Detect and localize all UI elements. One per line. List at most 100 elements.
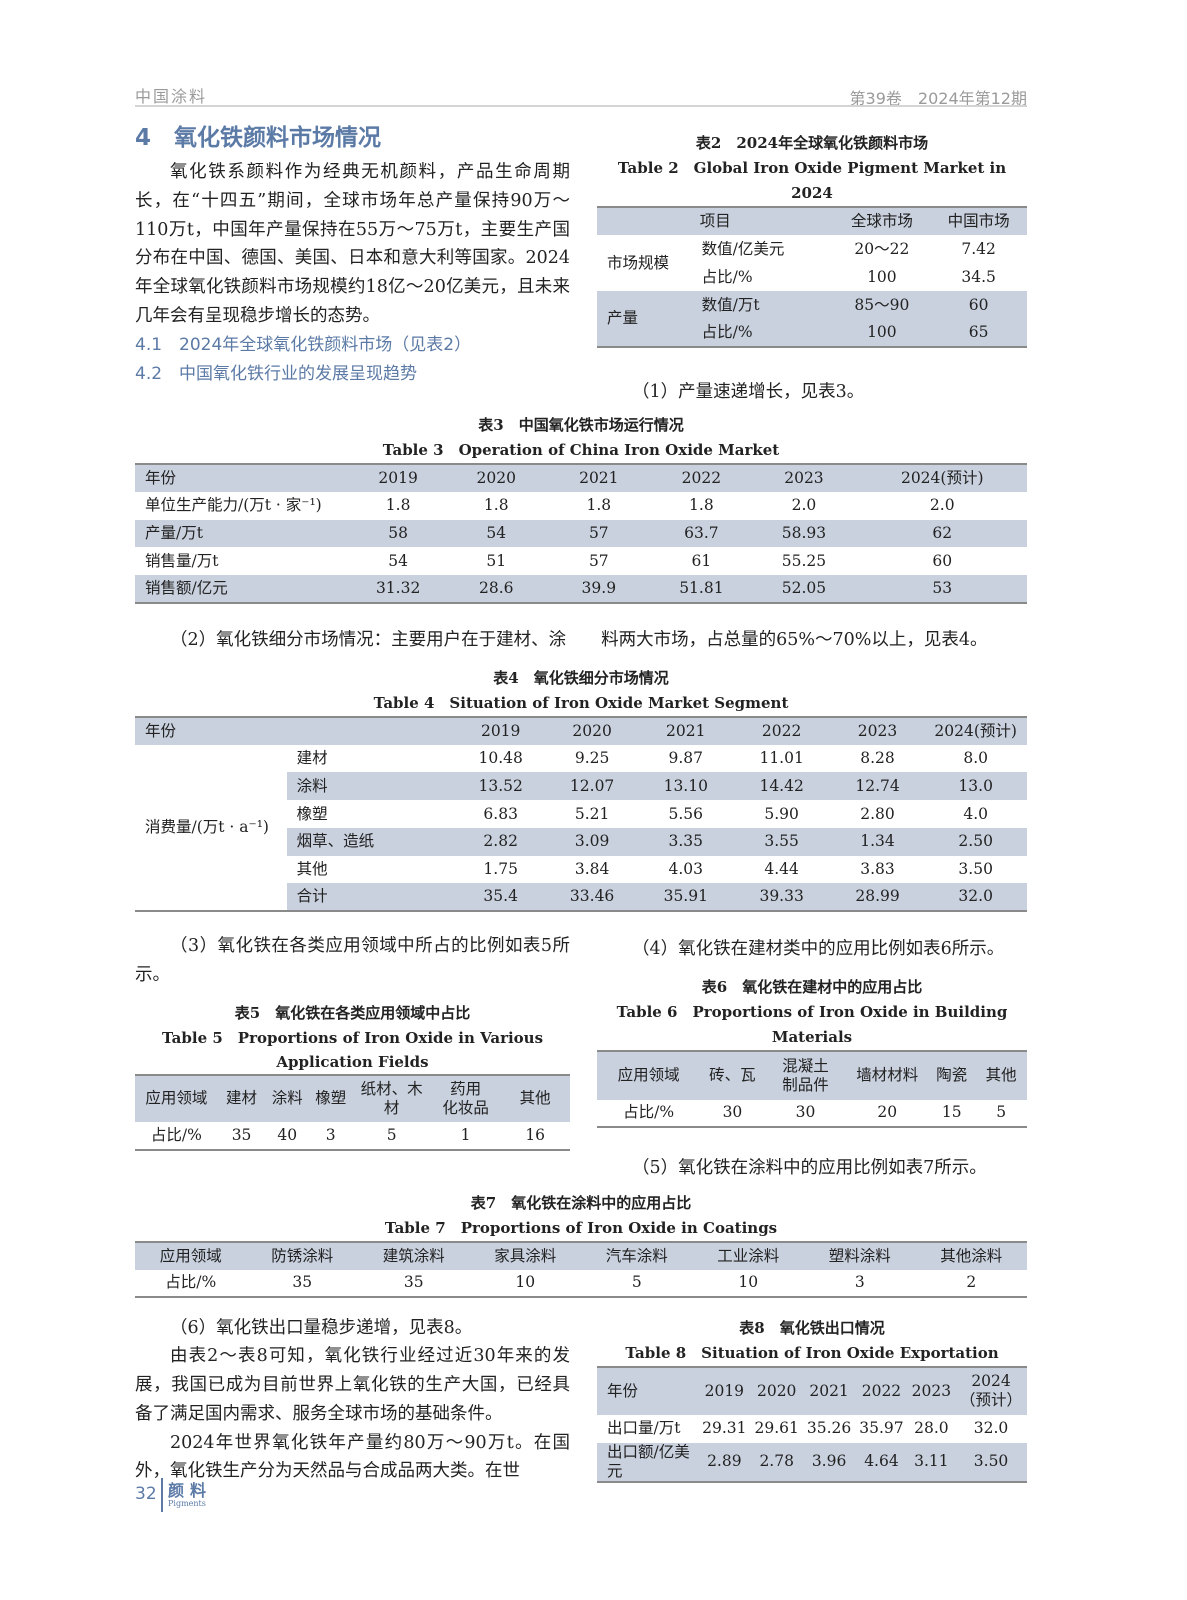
column-header: 2019: [480, 721, 521, 740]
table-cell: 60: [932, 551, 953, 570]
subheading-4-1: 4.1 2024年全球氧化铁颜料市场（见表2）: [135, 334, 472, 355]
table-row: 烟草、造纸 2.82 3.09 3.35 3.55 1.34 2.50: [135, 827, 1027, 856]
column-header: 2024 （预计）: [960, 1372, 1023, 1409]
table-cell: 单位生产能力/(万t · 家⁻¹): [145, 496, 322, 515]
table-row: 涂料 13.52 12.07 13.10 14.42 12.74 13.0: [135, 772, 1027, 801]
table-cell: 30: [795, 1103, 816, 1122]
table-8: 年份 2019 2020 2021 2022 2023 2024 （预计） 出口量/万t 29.…: [597, 1365, 1027, 1483]
table-cell: 4.64: [864, 1452, 899, 1470]
column-header: 2020: [572, 721, 612, 740]
table-cell: 63.7: [684, 523, 719, 542]
paragraph-2: （2）氧化铁细分市场情况：主要用户在于建材、涂 料两大市场，占总量的65%～70…: [170, 629, 988, 650]
column-header: 2022: [681, 468, 722, 487]
journal-name: 中国涂料: [135, 87, 208, 106]
table-cell: 40: [277, 1125, 298, 1144]
table3-caption-cn: 表3 中国氧化铁市场运行情况: [478, 415, 684, 434]
column-header: [287, 717, 456, 745]
intro-block: 4 氧化铁颜料市场情况 氧化铁系颜料作为经典无机颜料，产品生命周期长，在“十四五…: [135, 122, 1027, 407]
table-row: 占比/% 30 30 20 15 5: [597, 1100, 1027, 1127]
column-header: 汽车涂料: [605, 1246, 668, 1265]
column-header: 应用领域: [617, 1066, 680, 1085]
table-cell: 10.48: [478, 749, 523, 768]
table-cell: 9.87: [668, 749, 704, 768]
column-header: 2023: [911, 1381, 952, 1400]
table-cell: 10: [515, 1273, 536, 1291]
table-cell: 100: [867, 323, 897, 341]
column-header: 年份: [145, 468, 177, 487]
table-cell: 涂料: [286, 772, 457, 801]
table-cell: 1.8: [483, 496, 509, 515]
table-cell: 3.96: [811, 1452, 847, 1470]
article-body: 4 氧化铁颜料市场情况 氧化铁系颜料作为经典无机颜料，产品生命周期长，在“十四五…: [135, 122, 1027, 1486]
table-cell: 1.34: [830, 827, 925, 856]
table-cell: 35.26: [806, 1419, 852, 1437]
table-cell: 销售额/亿元: [145, 579, 228, 598]
column-header: 陶瓷: [936, 1066, 968, 1085]
table-row: 合计 35.4 33.46 35.91 39.33 28.99 32.0: [135, 883, 1027, 911]
table-cell: 13.0: [924, 772, 1027, 801]
table5-caption-en: Table 5 Proportions of Iron Oxide in Var…: [161, 1028, 544, 1071]
table-cell: 33.46: [545, 883, 639, 911]
table-cell: 100: [867, 267, 897, 286]
table-row: 占比/% 35 35 10 5 10 3 2: [135, 1270, 1027, 1297]
table-cell: 32.0: [973, 1419, 1009, 1437]
table-cell: 橡塑: [296, 804, 328, 823]
column-header: 2024(预计): [900, 468, 984, 487]
table-cell: 占比/%: [701, 267, 753, 286]
table-cell: 数值/亿美元: [701, 239, 785, 258]
table-cell: 占比/%: [150, 1125, 202, 1144]
section-heading: 4 氧化铁颜料市场情况: [135, 125, 382, 151]
table-cell: 2.0: [929, 496, 955, 515]
table-cell: 65: [968, 323, 989, 341]
table-cell: 烟草、造纸: [286, 827, 457, 856]
table-cell: 1.8: [385, 496, 411, 515]
column-header: 年份: [607, 1381, 639, 1400]
table-7: 应用领域 防锈涂料 建筑涂料 家具涂料 汽车涂料 工业涂料 塑料涂料 其他涂料 占比/% 35 35…: [135, 1240, 1027, 1298]
column-header: 砖、瓦: [709, 1066, 756, 1085]
table-cell: 3.55: [732, 827, 831, 856]
column-header: 中国市场: [947, 212, 1010, 230]
column-header: 建筑涂料: [382, 1246, 445, 1265]
subheading-4-2: 4.2 中国氧化铁行业的发展呈现趋势: [135, 363, 418, 384]
table-cell: 35: [403, 1273, 424, 1291]
table-3: 年份 2019 2020 2021 2022 2023 2024(预计) 单位生产能力/(万t…: [135, 462, 1027, 604]
table-row: 其他 1.75 3.84 4.03 4.44 3.83 3.50: [135, 856, 1027, 884]
table-cell: 29.31: [702, 1419, 747, 1437]
column-header: 2022: [861, 1381, 902, 1400]
table-cell: 4.03: [668, 859, 704, 878]
table-row: 出口量/万t 29.31 29.61 35.26 35.97 28.0 32.0: [597, 1415, 1027, 1443]
page-number: 32: [135, 1484, 157, 1504]
column-header: 全球市场: [850, 212, 913, 230]
column-header: 塑料涂料: [828, 1246, 891, 1265]
table7-caption-en: Table 7 Proportions of Iron Oxide in Coa…: [384, 1218, 778, 1237]
table-cell: 58: [388, 523, 408, 542]
column-header: 混凝土 制品件: [782, 1056, 829, 1094]
table-cell: 2.0: [791, 496, 817, 515]
table-cell: 30: [722, 1103, 743, 1122]
bottom-block: （6）氧化铁出口量稳步递增，见表8。 由表2～表8可知，氧化铁行业经过近30年来…: [135, 1314, 1027, 1487]
table-cell: 2.82: [456, 827, 546, 856]
table-cell: 28.0: [914, 1419, 949, 1437]
column-header: 2021: [666, 721, 706, 740]
column-header: 其他涂料: [940, 1246, 1003, 1265]
table-header-row: 应用领域 砖、瓦 混凝土 制品件 墙材材料 陶瓷 其他: [597, 1050, 1027, 1100]
table-cell: 54: [388, 551, 408, 570]
table-4: 年份 2019 2020 2021 2022 2023 2024(预计) 消费量/(万t · …: [135, 715, 1027, 912]
table-row: 产量 数值/万t 85～90 60: [597, 291, 1027, 327]
table-cell: 4.44: [764, 859, 799, 878]
column-header: 应用领域: [145, 1089, 208, 1107]
table8-caption-cn: 表8 氧化铁出口情况: [739, 1318, 885, 1337]
table-cell: 销售量/万t: [145, 551, 219, 570]
table-cell: 2.50: [924, 827, 1027, 856]
column-header: 涂料: [271, 1089, 303, 1107]
table-row: 单位生产能力/(万t · 家⁻¹) 1.8 1.8 1.8 1.8 2.0 2.0: [135, 492, 1027, 520]
table-cell: 35.97: [859, 1419, 904, 1437]
table-cell: 8.28: [860, 749, 895, 768]
table-cell: 5.90: [764, 804, 799, 823]
table7-caption-cn: 表7 氧化铁在涂料中的应用占比: [470, 1193, 692, 1212]
table-cell: 出口额/亿美元: [607, 1442, 690, 1480]
table-row: 消费量/(万t · a⁻¹) 建材 10.48 9.25 9.87 11.01 8.28 8.…: [135, 745, 1027, 836]
table-header-row: 年份 2019 2020 2021 2022 2023 2024(预计): [135, 463, 1027, 492]
table-cell: 占比/%: [701, 323, 753, 341]
table-cell: 35: [292, 1273, 313, 1291]
